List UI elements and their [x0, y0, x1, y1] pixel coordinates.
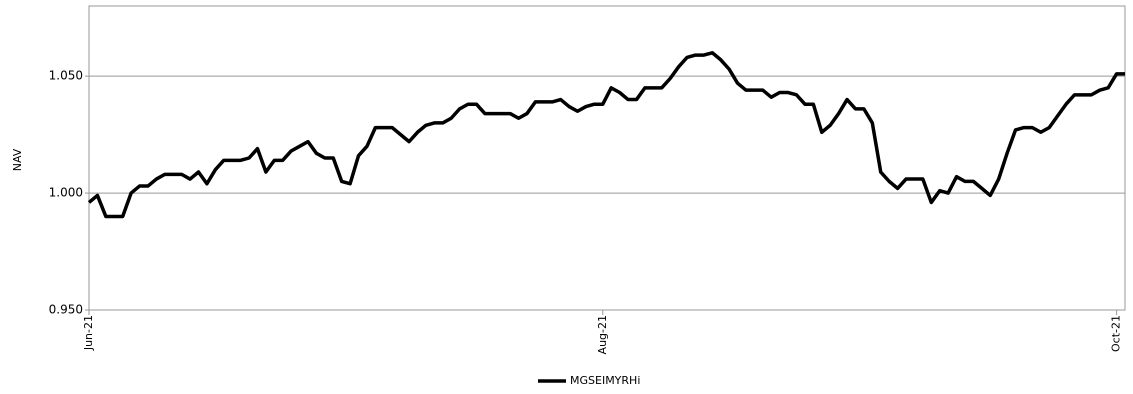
x-tick-label: Oct-21 [1110, 315, 1123, 352]
y-tick-label: 1.000 [49, 186, 83, 200]
legend-label: MGSEIMYRHi [570, 374, 640, 387]
y-tick-label: 0.950 [49, 303, 83, 317]
y-axis-label: NAV [11, 148, 24, 171]
x-tick-label: Aug-21 [596, 315, 609, 354]
series-line [87, 51, 1125, 219]
y-tick-label: 1.050 [49, 69, 83, 83]
x-tick-label: Jun-21 [82, 315, 95, 351]
